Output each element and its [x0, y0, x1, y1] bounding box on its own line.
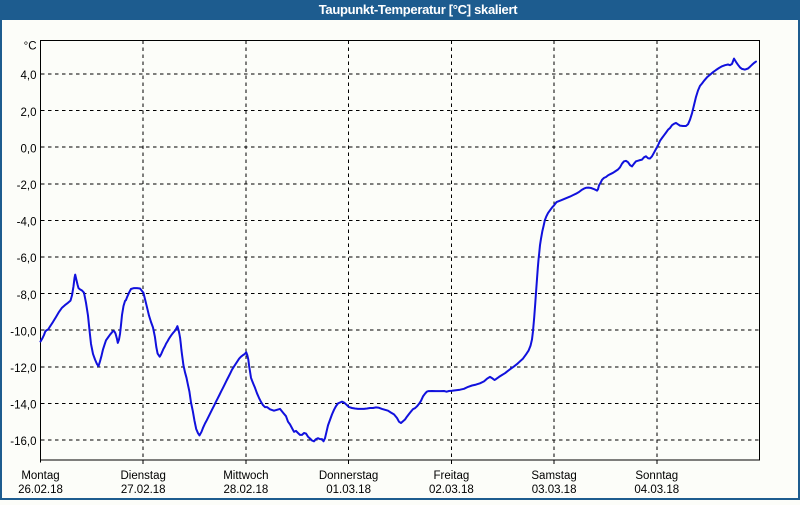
svg-text:Samstag: Samstag [531, 470, 576, 482]
svg-text:°C: °C [24, 41, 37, 53]
svg-text:Sonntag: Sonntag [635, 470, 678, 482]
svg-text:0,0: 0,0 [21, 143, 37, 155]
svg-text:02.03.18: 02.03.18 [429, 484, 474, 496]
svg-text:-6,0: -6,0 [17, 253, 37, 265]
svg-text:28.02.18: 28.02.18 [224, 484, 269, 496]
svg-text:26.02.18: 26.02.18 [18, 484, 63, 496]
svg-text:2,0: 2,0 [21, 107, 37, 119]
svg-text:27.02.18: 27.02.18 [121, 484, 166, 496]
svg-text:4,0: 4,0 [21, 70, 37, 82]
svg-text:-12,0: -12,0 [10, 363, 36, 375]
svg-text:Dienstag: Dienstag [121, 470, 166, 482]
svg-text:01.03.18: 01.03.18 [326, 484, 371, 496]
svg-text:-14,0: -14,0 [10, 400, 36, 412]
svg-text:-16,0: -16,0 [10, 436, 36, 448]
svg-text:-4,0: -4,0 [17, 217, 37, 229]
svg-text:Montag: Montag [21, 470, 59, 482]
svg-text:-2,0: -2,0 [17, 180, 37, 192]
svg-text:-8,0: -8,0 [17, 290, 37, 302]
svg-text:Mittwoch: Mittwoch [223, 470, 268, 482]
svg-text:Freitag: Freitag [434, 470, 470, 482]
svg-text:04.03.18: 04.03.18 [634, 484, 679, 496]
svg-text:Donnerstag: Donnerstag [319, 470, 378, 482]
svg-text:-10,0: -10,0 [10, 326, 36, 338]
svg-text:03.03.18: 03.03.18 [532, 484, 577, 496]
